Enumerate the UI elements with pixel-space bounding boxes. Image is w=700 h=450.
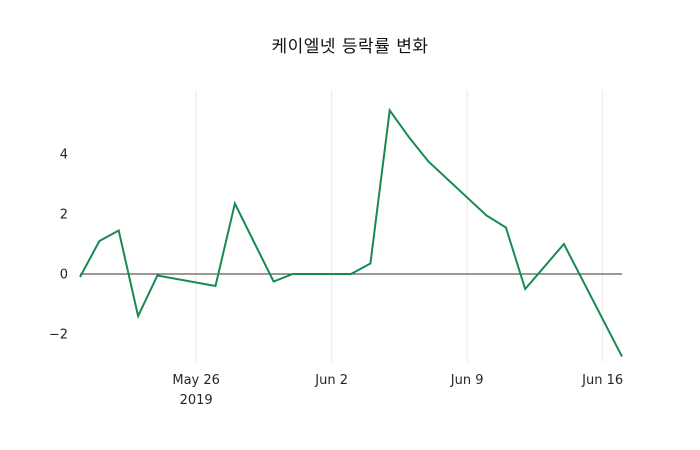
x-tick-label: Jun 9 (450, 373, 484, 388)
y-tick-label: −2 (49, 328, 68, 343)
x-tick-sublabel: 2019 (180, 393, 213, 408)
x-tick-label: May 26 (172, 373, 220, 388)
data-line (79, 107, 623, 358)
chart-title: 케이엘넷 등락률 변화 (271, 37, 429, 57)
x-tick-label: Jun 2 (314, 373, 348, 388)
y-tick-label: 4 (60, 147, 68, 162)
y-tick-label: 0 (60, 268, 68, 283)
y-tick-label: 2 (60, 207, 68, 222)
x-tick-label: Jun 16 (581, 373, 623, 388)
